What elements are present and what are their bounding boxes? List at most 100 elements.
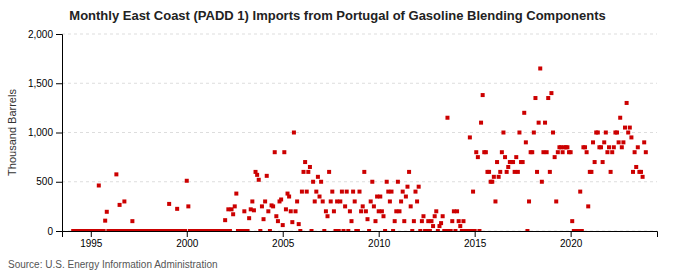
point [401, 190, 405, 194]
point [340, 190, 344, 194]
point [130, 219, 134, 223]
point [631, 170, 635, 174]
point [255, 173, 259, 177]
point [471, 190, 475, 194]
point [361, 204, 365, 208]
point [553, 155, 557, 159]
point [415, 199, 419, 203]
point [246, 229, 250, 231]
point [431, 224, 435, 228]
point [316, 175, 320, 179]
point [476, 155, 480, 159]
point [537, 121, 541, 125]
point [505, 170, 509, 174]
point [439, 221, 443, 225]
point [610, 150, 614, 154]
point [329, 199, 333, 203]
point [287, 195, 291, 199]
point [473, 229, 477, 231]
point [303, 160, 307, 164]
point [434, 209, 438, 213]
point [551, 131, 555, 135]
point [604, 131, 608, 135]
point [495, 160, 499, 164]
point [281, 223, 285, 227]
point [327, 170, 331, 174]
point [348, 209, 352, 213]
point [378, 195, 382, 199]
point [234, 192, 238, 196]
point [273, 150, 277, 154]
point [373, 219, 377, 223]
point [318, 195, 322, 199]
point [641, 175, 645, 179]
point [326, 214, 330, 218]
y-tick: 500 [36, 176, 62, 187]
x-axis-line [63, 232, 658, 238]
point [623, 126, 627, 130]
point [183, 229, 187, 231]
y-tick-mark [56, 83, 62, 84]
point [618, 116, 622, 120]
point [639, 170, 643, 174]
point [521, 160, 525, 164]
y-axis-title: Thousand Barrels [6, 89, 18, 176]
x-tick-label: 2010 [368, 238, 391, 249]
plot: 19952000200520102015202005001,0001,5002,… [28, 29, 658, 249]
point [498, 170, 502, 174]
point [322, 229, 326, 231]
point [114, 172, 118, 176]
point [607, 145, 611, 149]
point [565, 145, 569, 149]
point [388, 199, 392, 203]
x-tick: 2010 [368, 231, 391, 249]
point [593, 160, 597, 164]
point [412, 219, 416, 223]
point [500, 150, 504, 154]
point [302, 170, 306, 174]
point [167, 202, 171, 206]
point [263, 199, 267, 203]
point [297, 222, 301, 226]
point [410, 229, 414, 231]
point [330, 190, 334, 194]
point [105, 210, 109, 214]
x-tick: 1995 [80, 231, 103, 249]
point [578, 190, 582, 194]
point [250, 199, 254, 203]
point [517, 131, 521, 135]
y-tick-mark [56, 34, 62, 35]
point [175, 207, 179, 211]
point [527, 199, 531, 203]
point [461, 219, 465, 223]
point [413, 190, 417, 194]
point [292, 131, 296, 135]
source: Source: U.S. Energy Information Administ… [8, 259, 218, 270]
point [420, 219, 424, 223]
point [257, 178, 261, 182]
point [511, 160, 515, 164]
point [545, 150, 549, 154]
point [428, 229, 432, 231]
point [338, 199, 342, 203]
y-axis-line [56, 35, 63, 232]
grid-line [62, 181, 657, 182]
points [71, 66, 648, 231]
point [407, 170, 411, 174]
point [276, 219, 280, 223]
point [615, 131, 619, 135]
y-tick: 0 [47, 226, 62, 237]
point [503, 155, 507, 159]
x-tick-mark [283, 231, 284, 237]
x-tick-label: 2000 [176, 238, 199, 249]
point [421, 214, 425, 218]
point [404, 195, 408, 199]
point [642, 140, 646, 144]
point [228, 229, 232, 231]
point [313, 199, 317, 203]
point [548, 170, 552, 174]
point [97, 183, 101, 187]
point [492, 175, 496, 179]
point [532, 131, 536, 135]
point [367, 229, 371, 231]
